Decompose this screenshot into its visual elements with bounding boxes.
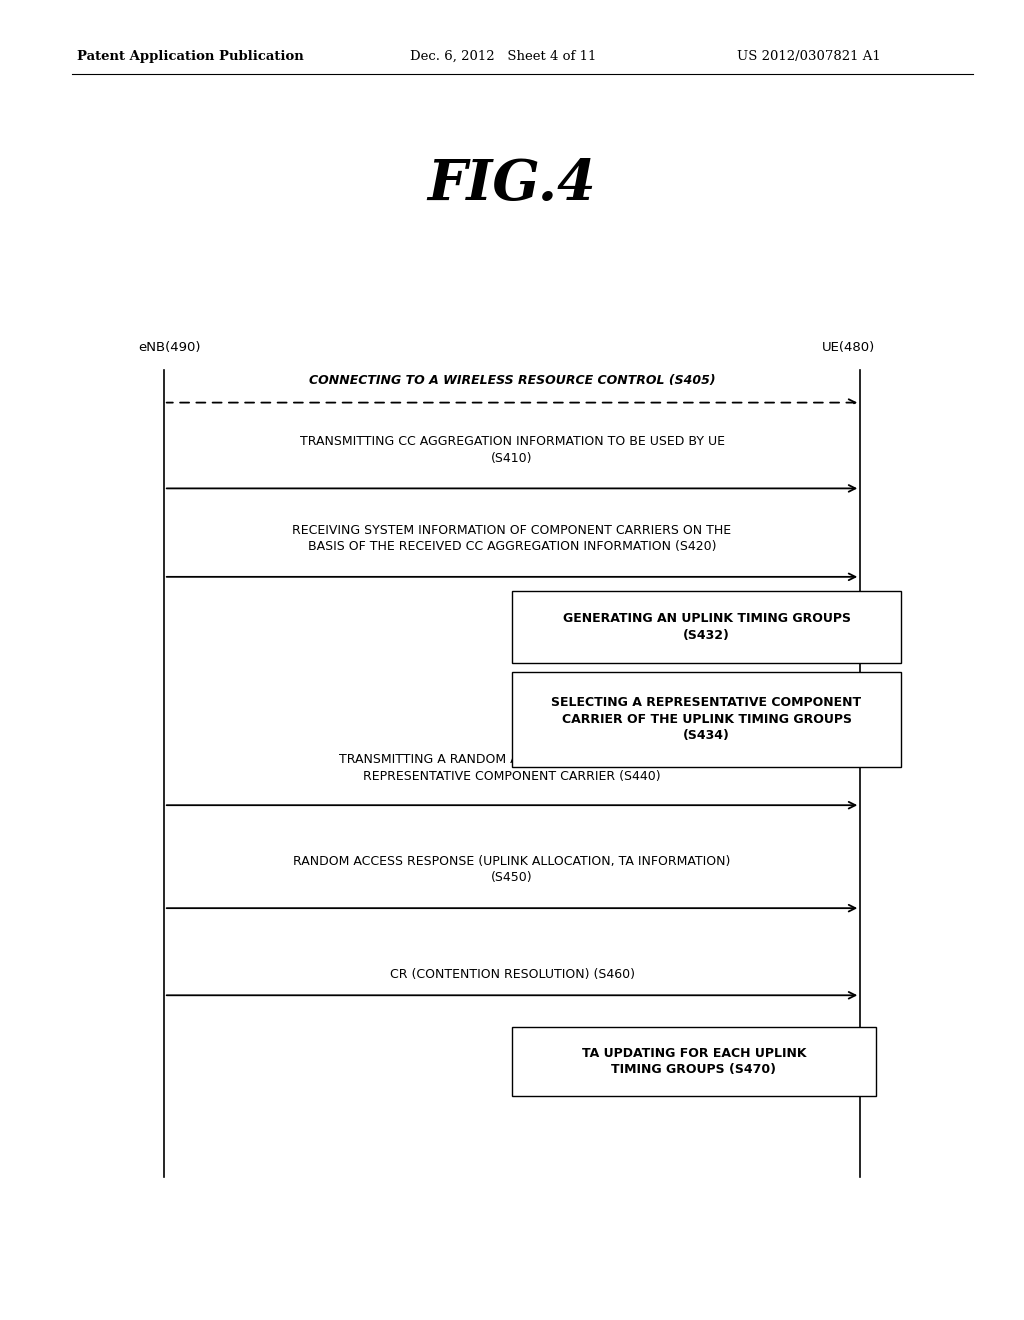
Text: SELECTING A REPRESENTATIVE COMPONENT
CARRIER OF THE UPLINK TIMING GROUPS
(S434): SELECTING A REPRESENTATIVE COMPONENT CAR… (552, 697, 861, 742)
Text: eNB(490): eNB(490) (138, 341, 201, 354)
Text: FIG.4: FIG.4 (428, 157, 596, 213)
Text: UE(480): UE(480) (822, 341, 876, 354)
Text: US 2012/0307821 A1: US 2012/0307821 A1 (737, 50, 881, 63)
Text: TRANSMITTING CC AGGREGATION INFORMATION TO BE USED BY UE
(S410): TRANSMITTING CC AGGREGATION INFORMATION … (299, 436, 725, 465)
Text: TA UPDATING FOR EACH UPLINK
TIMING GROUPS (S470): TA UPDATING FOR EACH UPLINK TIMING GROUP… (582, 1047, 806, 1076)
Bar (512, 590, 901, 663)
Text: Patent Application Publication: Patent Application Publication (77, 50, 303, 63)
Text: RANDOM ACCESS RESPONSE (UPLINK ALLOCATION, TA INFORMATION)
(S450): RANDOM ACCESS RESPONSE (UPLINK ALLOCATIO… (293, 855, 731, 884)
Text: Dec. 6, 2012   Sheet 4 of 11: Dec. 6, 2012 Sheet 4 of 11 (410, 50, 596, 63)
Text: RECEIVING SYSTEM INFORMATION OF COMPONENT CARRIERS ON THE
BASIS OF THE RECEIVED : RECEIVING SYSTEM INFORMATION OF COMPONEN… (293, 524, 731, 553)
Bar (512, 1027, 876, 1096)
Text: TRANSMITTING A RANDOM ACCESS PREAMBLE VIA THE
REPRESENTATIVE COMPONENT CARRIER (: TRANSMITTING A RANDOM ACCESS PREAMBLE VI… (339, 754, 685, 783)
Text: GENERATING AN UPLINK TIMING GROUPS
(S432): GENERATING AN UPLINK TIMING GROUPS (S432… (562, 612, 851, 642)
Bar (512, 672, 901, 767)
Text: CONNECTING TO A WIRELESS RESOURCE CONTROL (S405): CONNECTING TO A WIRELESS RESOURCE CONTRO… (308, 374, 716, 387)
Text: CR (CONTENTION RESOLUTION) (S460): CR (CONTENTION RESOLUTION) (S460) (389, 968, 635, 981)
